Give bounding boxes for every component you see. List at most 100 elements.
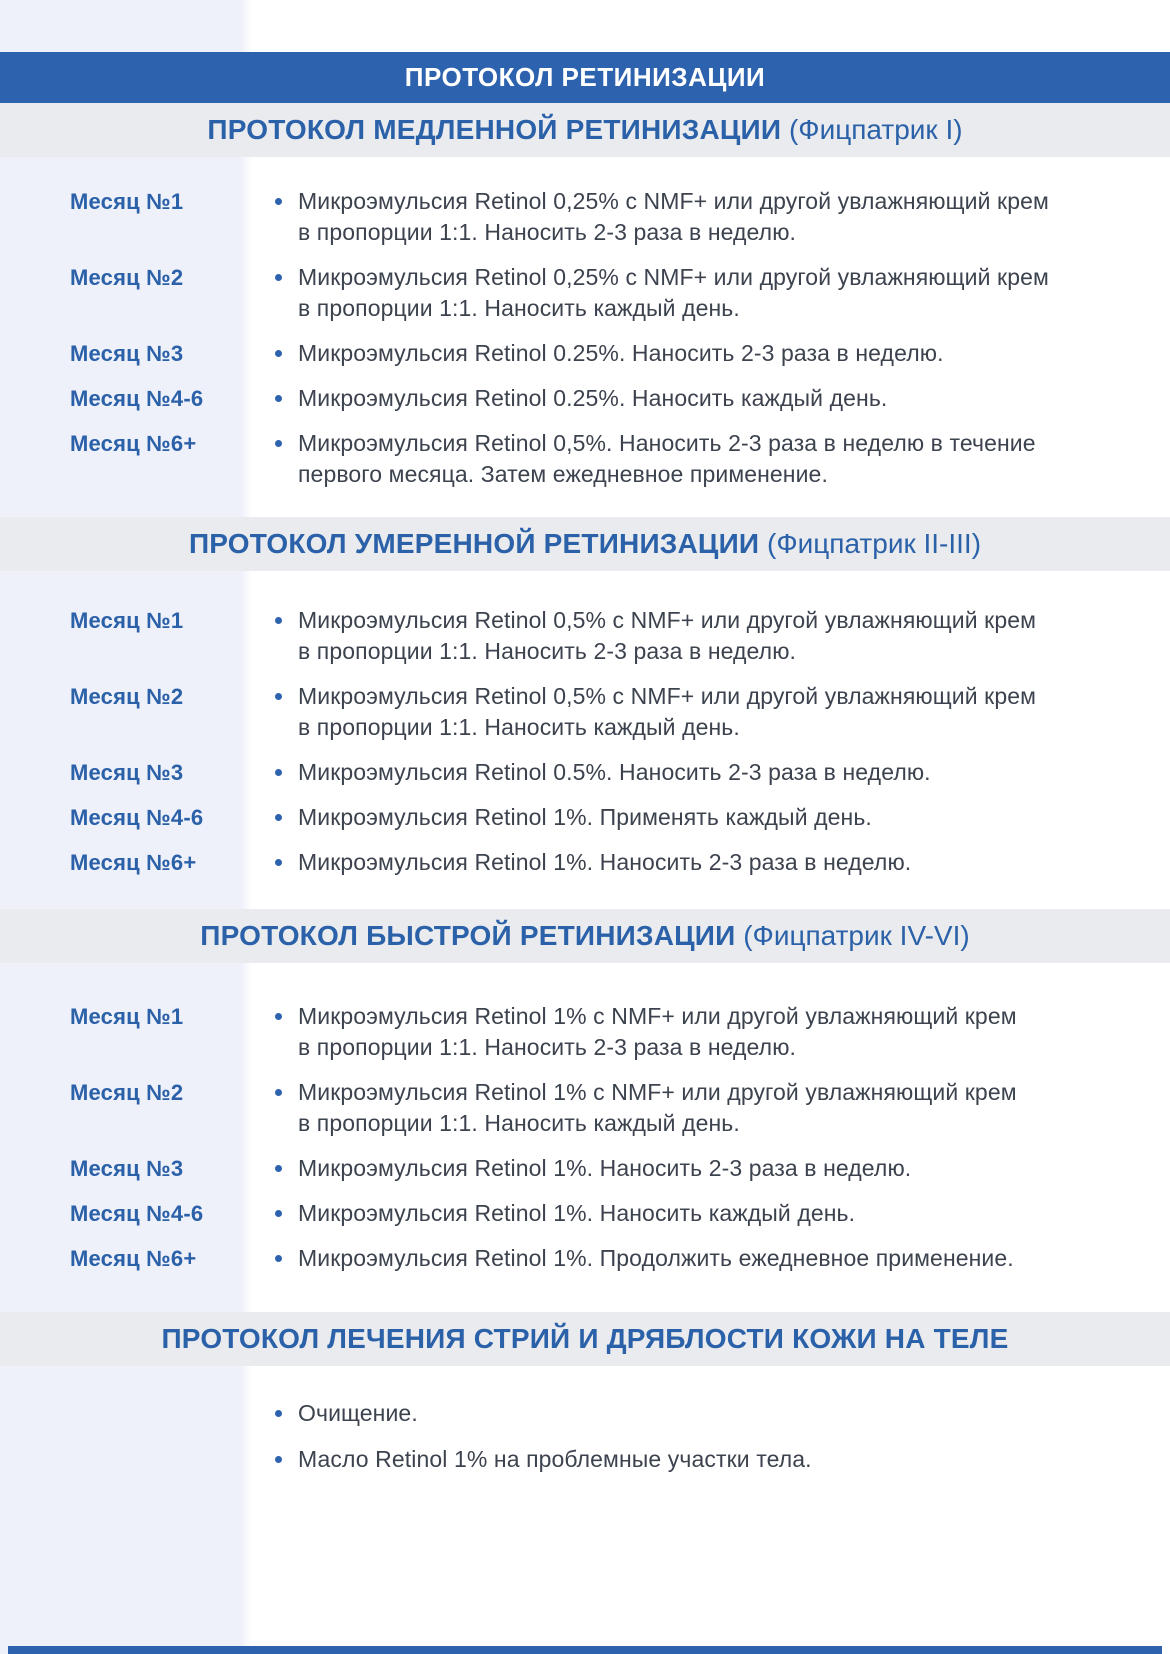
month-label: Месяц №4-6 [70, 1201, 204, 1226]
protocol-row: Месяц №3 Микроэмульсия Retinol 0.5%. Нан… [0, 757, 1170, 788]
section-title: ПРОТОКОЛ МЕДЛЕННОЙ РЕТИНИЗАЦИИ [207, 114, 782, 145]
bullet-icon [275, 440, 282, 447]
row-body: Микроэмульсия Retinol 1% с NMF+ или друг… [246, 1001, 1170, 1063]
row-body: Микроэмульсия Retinol 0,25% с NMF+ или д… [246, 262, 1170, 324]
section-title: ПРОТОКОЛ УМЕРЕННОЙ РЕТИНИЗАЦИИ [188, 528, 760, 559]
page-content: ПРОТОКОЛ РЕТИНИЗАЦИИ ПРОТОКОЛ МЕДЛЕННОЙ … [0, 0, 1170, 1475]
protocol-row: Месяц №4-6 Микроэмульсия Retinol 0.25%. … [0, 383, 1170, 414]
month-label: Месяц №2 [70, 684, 184, 709]
row-text: Микроэмульсия Retinol 0,5% с NMF+ или др… [298, 683, 1037, 740]
bullet-icon [275, 814, 282, 821]
month-label: Месяц №3 [70, 341, 184, 366]
month-label: Месяц №2 [70, 1080, 184, 1105]
month-label: Месяц №4-6 [70, 805, 204, 830]
bullet-icon [275, 1013, 282, 1020]
protocol-row: Месяц №3 Микроэмульсия Retinol 0.25%. На… [0, 338, 1170, 369]
row-body: Микроэмульсия Retinol 0,5%. Наносить 2-3… [246, 428, 1170, 490]
protocol-row: Месяц №2 Микроэмульсия Retinol 0,5% с NM… [0, 681, 1170, 743]
month-label: Месяц №6+ [70, 431, 197, 456]
row-body: Масло Retinol 1% на проблемные участки т… [246, 1444, 1170, 1475]
section-title-note: (Фицпатрик I) [781, 114, 963, 145]
protocol-row: Очищение. [0, 1398, 1170, 1429]
bullet-icon [275, 693, 282, 700]
protocol-row: Месяц №1 Микроэмульсия Retinol 0,5% с NM… [0, 605, 1170, 667]
section-band-body-skin-treatment: ПРОТОКОЛ ЛЕЧЕНИЯ СТРИЙ И ДРЯБЛОСТИ КОЖИ … [0, 1312, 1170, 1366]
row-body: Микроэмульсия Retinol 1%. Наносить 2-3 р… [246, 847, 1170, 878]
month-label: Месяц №3 [70, 1156, 184, 1181]
top-margin [0, 0, 1170, 52]
protocol-row: Месяц №4-6 Микроэмульсия Retinol 1%. Нан… [0, 1198, 1170, 1229]
section-rows-moderate: Месяц №1 Микроэмульсия Retinol 0,5% с NM… [0, 571, 1170, 909]
row-body: Микроэмульсия Retinol 1%. Применять кажд… [246, 802, 1170, 833]
section-title-note: (Фицпатрик II-III) [759, 528, 982, 559]
bullet-icon [275, 1210, 282, 1217]
section-title: ПРОТОКОЛ БЫСТРОЙ РЕТИНИЗАЦИИ [200, 920, 736, 951]
row-text: Микроэмульсия Retinol 1%. Наносить 2-3 р… [298, 1155, 912, 1181]
bullet-icon [275, 350, 282, 357]
row-text: Микроэмульсия Retinol 0.25%. Наносить ка… [298, 385, 888, 411]
row-body: Микроэмульсия Retinol 0.25%. Наносить ка… [246, 383, 1170, 414]
bullet-icon [275, 769, 282, 776]
row-body: Микроэмульсия Retinol 1%. Продолжить еже… [246, 1243, 1170, 1274]
row-text: Микроэмульсия Retinol 1%. Продолжить еже… [298, 1245, 1014, 1271]
row-body: Микроэмульсия Retinol 1% с NMF+ или друг… [246, 1077, 1170, 1139]
bullet-icon [275, 395, 282, 402]
row-body: Микроэмульсия Retinol 1%. Наносить 2-3 р… [246, 1153, 1170, 1184]
month-label: Месяц №2 [70, 265, 184, 290]
protocol-row: Месяц №1 Микроэмульсия Retinol 1% с NMF+… [0, 1001, 1170, 1063]
bullet-icon [275, 859, 282, 866]
protocol-row: Месяц №2 Микроэмульсия Retinol 0,25% с N… [0, 262, 1170, 324]
left-label-column-background [0, 0, 252, 1654]
row-text: Микроэмульсия Retinol 0,5% с NMF+ или др… [298, 607, 1037, 664]
row-body: Микроэмульсия Retinol 0.25%. Наносить 2-… [246, 338, 1170, 369]
row-text: Микроэмульсия Retinol 1% с NMF+ или друг… [298, 1003, 1017, 1060]
section-rows-slow: Месяц №1 Микроэмульсия Retinol 0,25% с N… [0, 157, 1170, 517]
row-body: Микроэмульсия Retinol 0,5% с NMF+ или др… [246, 681, 1170, 743]
row-body: Микроэмульсия Retinol 0,25% с NMF+ или д… [246, 186, 1170, 248]
month-label: Месяц №1 [70, 1004, 184, 1029]
row-text: Микроэмульсия Retinol 0,25% с NMF+ или д… [298, 264, 1049, 321]
bullet-icon [275, 1410, 282, 1417]
protocol-row: Месяц №4-6 Микроэмульсия Retinol 1%. При… [0, 802, 1170, 833]
month-label: Месяц №4-6 [70, 386, 204, 411]
row-text: Микроэмульсия Retinol 0,5%. Наносить 2-3… [298, 430, 1036, 487]
row-text: Микроэмульсия Retinol 1%. Применять кажд… [298, 804, 872, 830]
protocol-row: Месяц №1 Микроэмульсия Retinol 0,25% с N… [0, 186, 1170, 248]
bullet-icon [275, 198, 282, 205]
row-body: Очищение. [246, 1398, 1170, 1429]
month-label: Месяц №6+ [70, 850, 197, 875]
section-rows-fast: Месяц №1 Микроэмульсия Retinol 1% с NMF+… [0, 963, 1170, 1312]
protocol-row: Масло Retinol 1% на проблемные участки т… [0, 1444, 1170, 1475]
bullet-icon [275, 1165, 282, 1172]
row-body: Микроэмульсия Retinol 0,5% с NMF+ или др… [246, 605, 1170, 667]
row-text: Микроэмульсия Retinol 0.25%. Наносить 2-… [298, 340, 944, 366]
protocol-row: Месяц №6+ Микроэмульсия Retinol 1%. Прод… [0, 1243, 1170, 1274]
row-text: Микроэмульсия Retinol 0.5%. Наносить 2-3… [298, 759, 931, 785]
section-title: ПРОТОКОЛ ЛЕЧЕНИЯ СТРИЙ И ДРЯБЛОСТИ КОЖИ … [161, 1323, 1009, 1354]
bullet-icon [275, 1456, 282, 1463]
bullet-icon [275, 617, 282, 624]
month-label: Месяц №3 [70, 760, 184, 785]
next-page-header-bar-partial [8, 1646, 1162, 1654]
section-band-fast-retinization: ПРОТОКОЛ БЫСТРОЙ РЕТИНИЗАЦИИ (Фицпатрик … [0, 909, 1170, 963]
section-title-note: (Фицпатрик IV-VI) [735, 920, 970, 951]
row-text: Микроэмульсия Retinol 0,25% с NMF+ или д… [298, 188, 1049, 245]
bullet-icon [275, 1255, 282, 1262]
section-rows-body-treatment: Очищение. Масло Retinol 1% на проблемные… [0, 1366, 1170, 1475]
section-band-slow-retinization: ПРОТОКОЛ МЕДЛЕННОЙ РЕТИНИЗАЦИИ (Фицпатри… [0, 103, 1170, 157]
row-body: Микроэмульсия Retinol 0.5%. Наносить 2-3… [246, 757, 1170, 788]
protocol-row: Месяц №3 Микроэмульсия Retinol 1%. Нанос… [0, 1153, 1170, 1184]
row-text: Микроэмульсия Retinol 1%. Наносить 2-3 р… [298, 849, 912, 875]
section-band-moderate-retinization: ПРОТОКОЛ УМЕРЕННОЙ РЕТИНИЗАЦИИ (Фицпатри… [0, 517, 1170, 571]
row-text: Микроэмульсия Retinol 1% с NMF+ или друг… [298, 1079, 1017, 1136]
row-text: Очищение. [298, 1400, 418, 1426]
main-header-bar: ПРОТОКОЛ РЕТИНИЗАЦИИ [0, 52, 1170, 103]
protocol-row: Месяц №2 Микроэмульсия Retinol 1% с NMF+… [0, 1077, 1170, 1139]
month-label: Месяц №1 [70, 608, 184, 633]
bullet-icon [275, 274, 282, 281]
month-label: Месяц №6+ [70, 1246, 197, 1271]
row-text: Микроэмульсия Retinol 1%. Наносить кажды… [298, 1200, 856, 1226]
main-header-title: ПРОТОКОЛ РЕТИНИЗАЦИИ [404, 62, 766, 92]
bullet-icon [275, 1089, 282, 1096]
